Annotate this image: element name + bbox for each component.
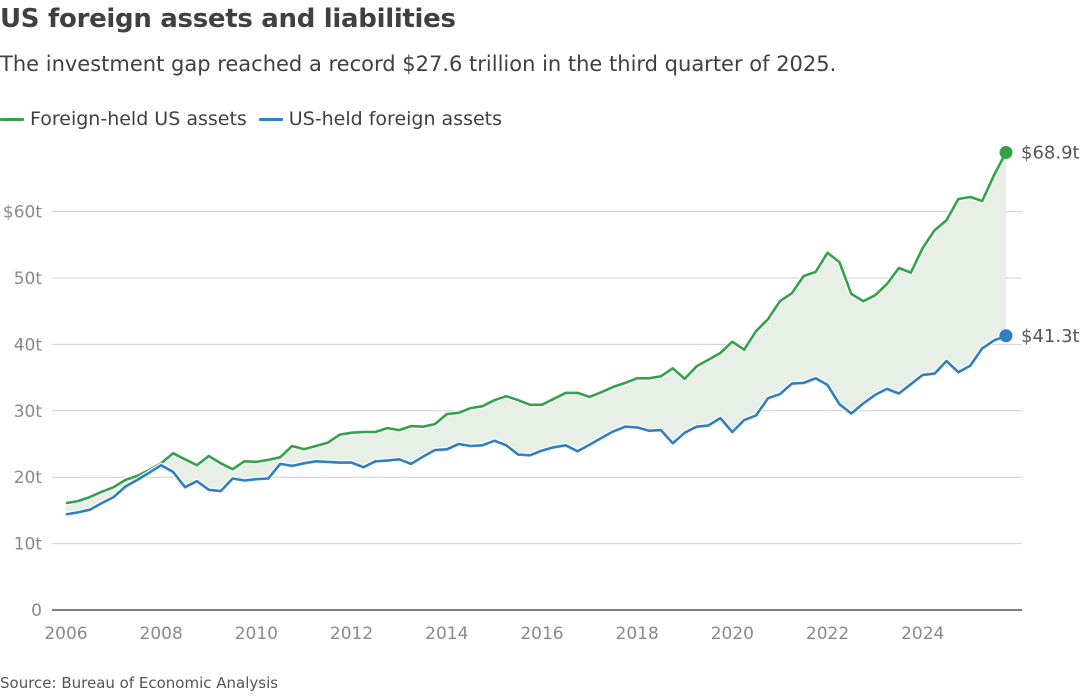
y-tick-label: 10t bbox=[14, 535, 43, 555]
legend: Foreign-held US assets US-held foreign a… bbox=[0, 108, 514, 130]
y-axis-tick-labels: 0 10t 20t 30t 40t 50t $60t bbox=[3, 203, 42, 621]
y-tick-label: 20t bbox=[14, 468, 43, 488]
x-tick-label: 2010 bbox=[235, 624, 278, 644]
legend-item-us-held-foreign-assets: US-held foreign assets bbox=[258, 108, 503, 130]
x-tick-label: 2006 bbox=[44, 624, 87, 644]
series-line-us-held-foreign-assets bbox=[65, 334, 1007, 516]
y-tick-label: 40t bbox=[14, 335, 43, 355]
gap-area bbox=[66, 152, 1006, 515]
chart-subtitle: The investment gap reached a record $27.… bbox=[0, 52, 837, 76]
x-tick-label: 2022 bbox=[806, 624, 849, 644]
gap-shading bbox=[66, 152, 1006, 515]
legend-swatch-green bbox=[0, 117, 24, 121]
x-tick-label: 2012 bbox=[330, 624, 373, 644]
x-tick-label: 2024 bbox=[901, 624, 944, 644]
legend-label: US-held foreign assets bbox=[288, 108, 503, 130]
x-tick-label: 2018 bbox=[616, 624, 659, 644]
chart-title: US foreign assets and liabilities bbox=[0, 4, 456, 34]
x-tick-label: 2016 bbox=[520, 624, 563, 644]
y-tick-label: $60t bbox=[3, 203, 42, 223]
y-tick-label: 0 bbox=[31, 601, 42, 621]
legend-label: Foreign-held US assets bbox=[30, 108, 247, 130]
series-line-foreign-held-us-assets bbox=[65, 151, 1008, 505]
x-tick-label: 2008 bbox=[140, 624, 183, 644]
series-lines bbox=[65, 151, 1009, 517]
legend-swatch-blue bbox=[258, 117, 283, 121]
x-tick-label: 2014 bbox=[425, 624, 468, 644]
end-point-marker bbox=[999, 329, 1013, 343]
x-axis-tick-labels: 2006 2008 2010 2012 2014 2016 2018 2020 2022 2024 bbox=[44, 624, 944, 644]
y-tick-label: 50t bbox=[14, 269, 43, 289]
end-point-marker bbox=[999, 146, 1013, 160]
y-tick-label: 30t bbox=[14, 402, 43, 422]
end-value-label: $41.3t bbox=[1021, 326, 1080, 347]
x-tick-label: 2020 bbox=[711, 624, 754, 644]
legend-item-foreign-held-us-assets: Foreign-held US assets bbox=[0, 108, 247, 130]
source-note: Source: Bureau of Economic Analysis bbox=[0, 674, 279, 692]
end-markers: $68.9t $41.3t bbox=[999, 143, 1080, 347]
end-value-label: $68.9t bbox=[1021, 143, 1080, 164]
